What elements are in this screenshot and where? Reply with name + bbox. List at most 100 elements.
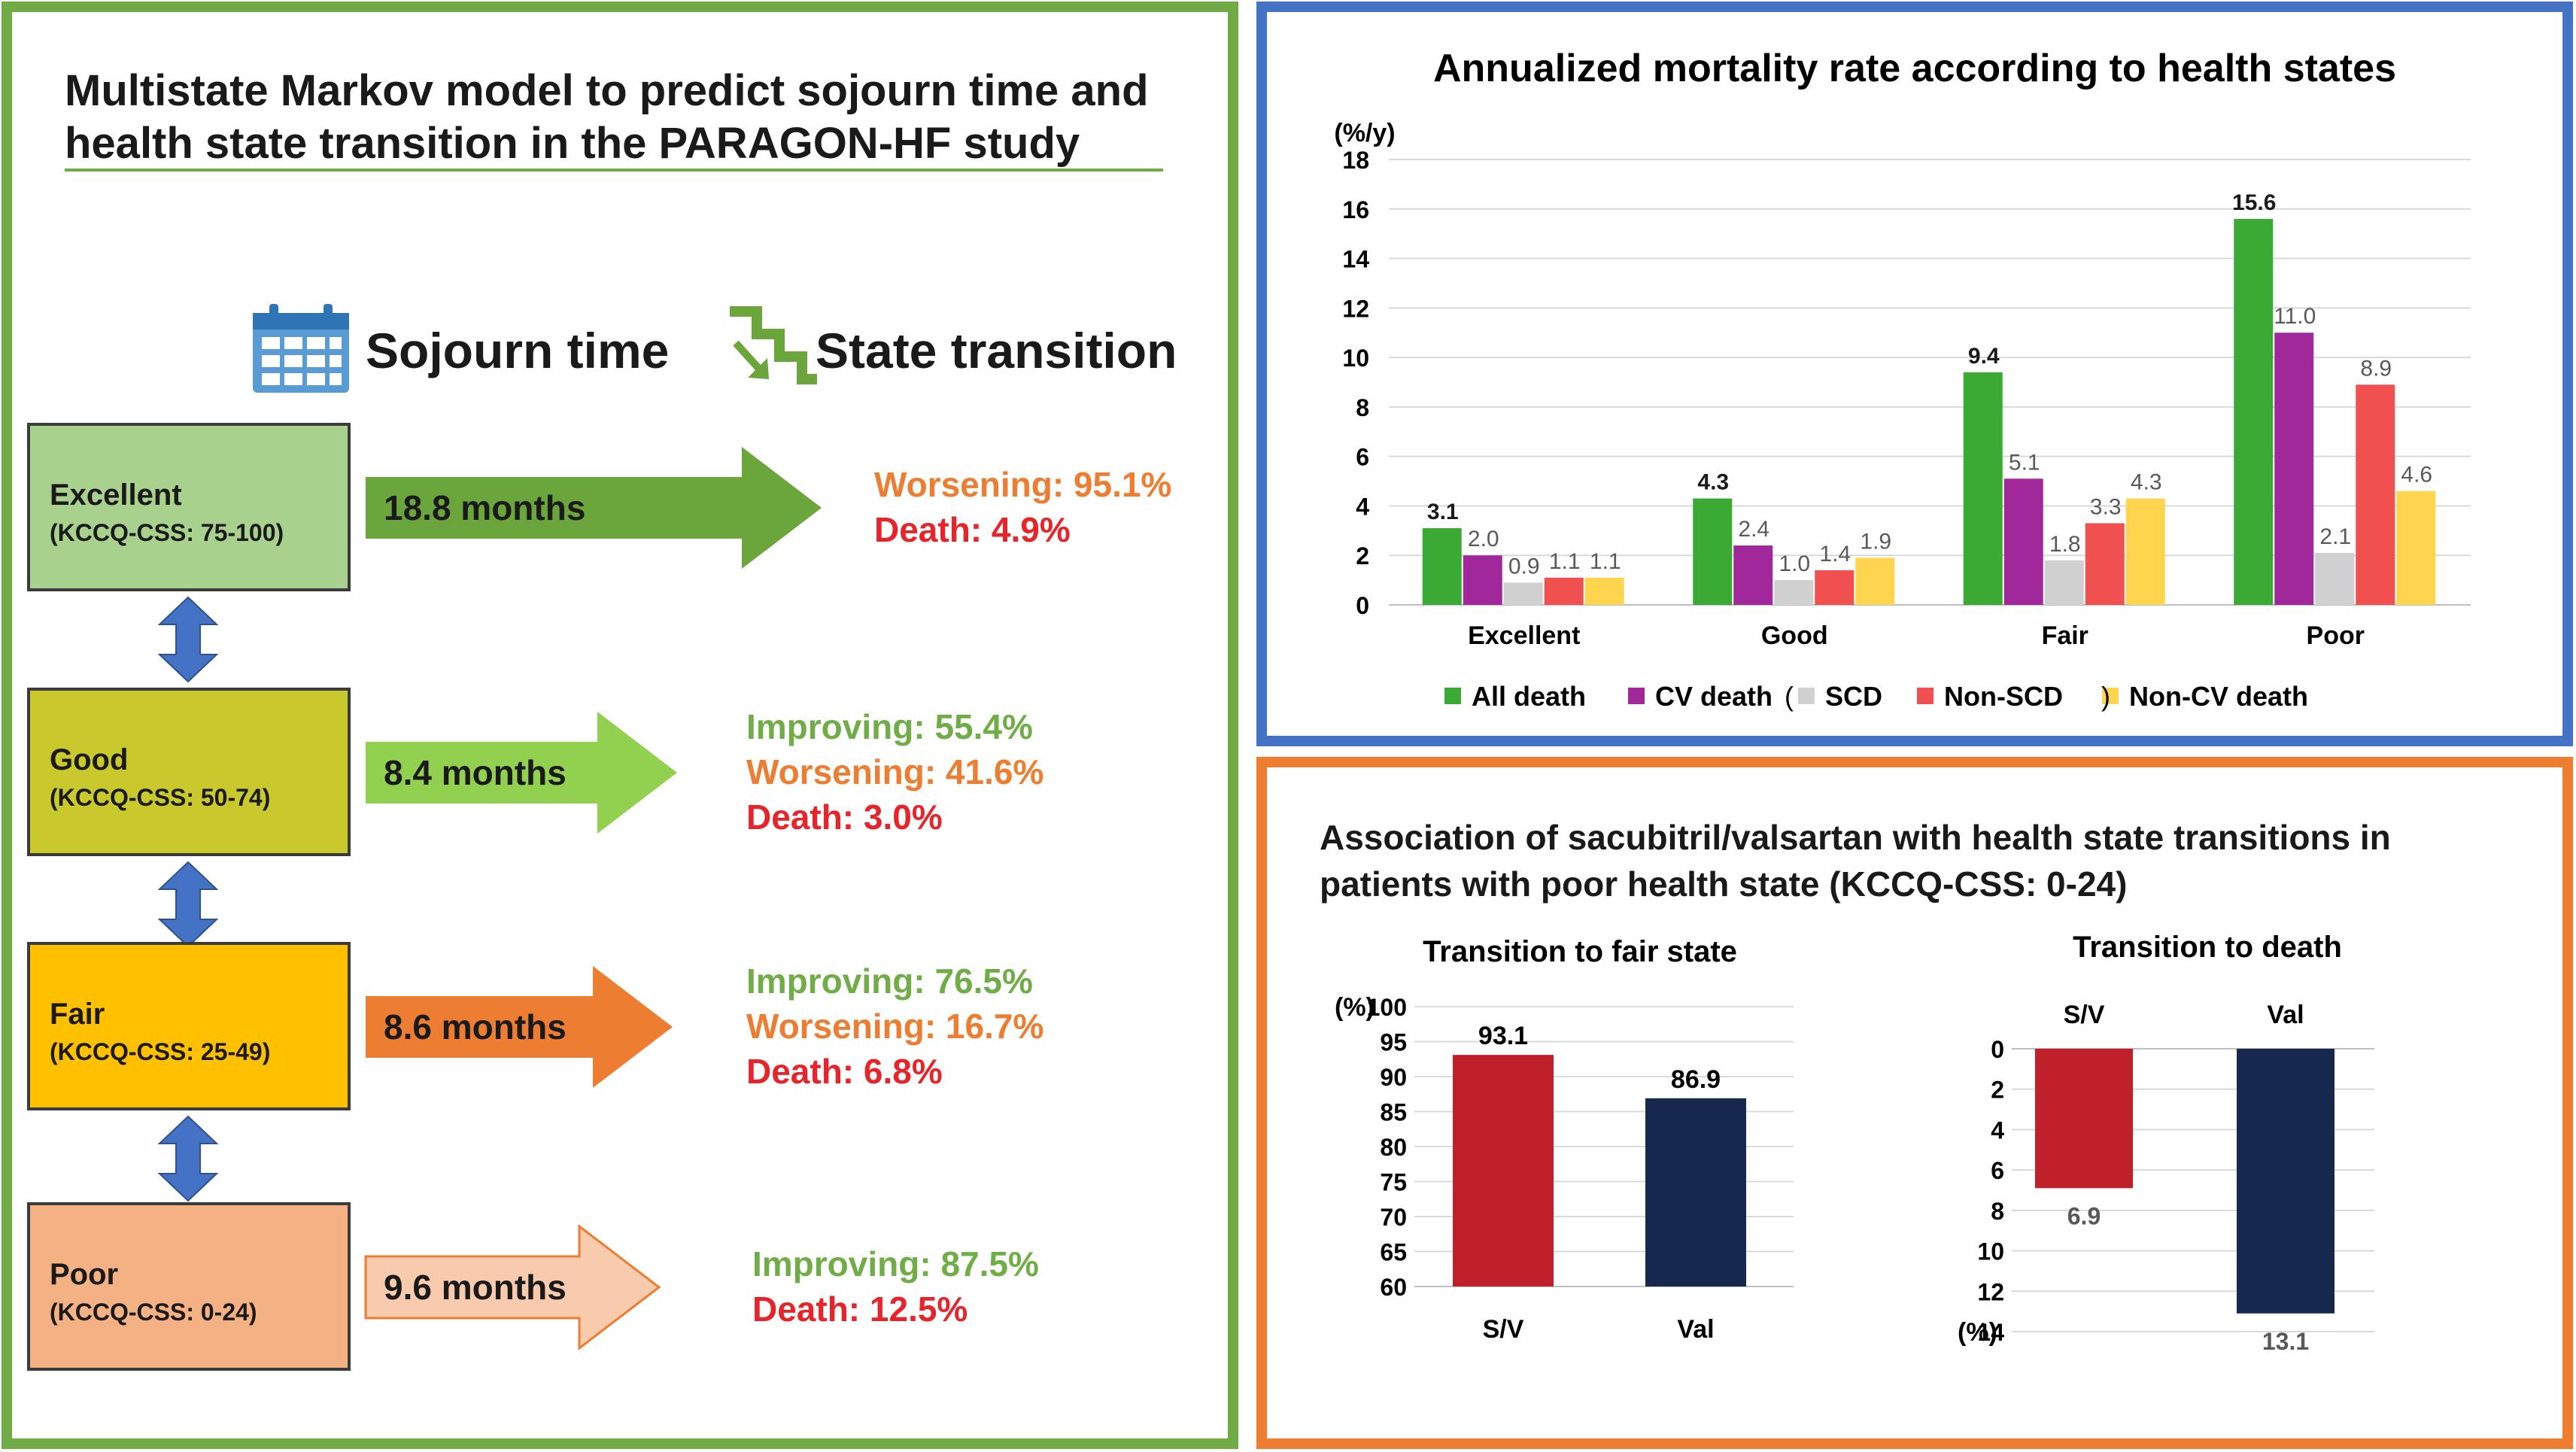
data-label: 2.0 xyxy=(1468,527,1499,551)
state-range: (KCCQ-CSS: 50-74) xyxy=(50,784,271,811)
y-tick-label: 16 xyxy=(1342,196,1369,223)
data-label: 1.1 xyxy=(1590,549,1621,574)
death-transition-chart: Transition to death 0 2 4 6 8 10 12 14(%) S/V 6.9 V… xyxy=(1958,931,2374,1355)
legend-label: Non-SCD xyxy=(1944,681,2063,712)
y-axis-label: (%/y) xyxy=(1334,119,1395,147)
legend-swatch xyxy=(2102,688,2119,704)
sojourn-time-header: Sojourn time xyxy=(366,323,670,378)
y-tick-label: 70 xyxy=(1380,1204,1407,1231)
mortality-chart: Annualized mortality rate according to h… xyxy=(1334,47,2471,712)
bar-cv-death xyxy=(2274,333,2314,605)
association-panel: Association of sacubitril/valsartan with… xyxy=(1256,757,2573,1449)
bar-all-death xyxy=(1422,528,1462,605)
bar-non-cv-death xyxy=(2396,491,2436,605)
y-axis-label: (%) xyxy=(1335,993,1375,1022)
data-label: 0.9 xyxy=(1508,554,1540,579)
bar-val xyxy=(2237,1049,2334,1314)
bar-non-cv-death xyxy=(1855,557,1895,605)
stairs-arrow-icon xyxy=(730,306,817,384)
data-label: 8.9 xyxy=(2360,356,2392,381)
transition-result: Death: 4.9% xyxy=(874,510,1071,549)
bar-non-cv-death xyxy=(2125,498,2165,605)
state-name: Poor xyxy=(50,1258,119,1291)
markov-title-line2: health state transition in the PARAGON-H… xyxy=(65,119,1080,168)
bar-all-death xyxy=(1693,498,1733,605)
state-name: Fair xyxy=(50,998,105,1031)
x-tick-label: Val xyxy=(2267,1001,2304,1029)
bar-sv xyxy=(1453,1055,1554,1286)
sojourn-value: 8.4 months xyxy=(384,753,567,792)
state-transition-header: State transition xyxy=(816,323,1177,378)
bar-scd xyxy=(2044,560,2084,605)
state-box-poor: Poor (KCCQ-CSS: 0-24) xyxy=(27,1202,351,1371)
x-tick-label: Excellent xyxy=(1468,621,1580,650)
y-tick-label: 12 xyxy=(1342,295,1369,322)
y-tick-label: 60 xyxy=(1380,1274,1407,1301)
bar-cv-death xyxy=(1733,545,1773,605)
y-tick-label: 85 xyxy=(1380,1099,1407,1126)
y-tick-label: 95 xyxy=(1380,1029,1407,1056)
y-tick-label: 4 xyxy=(1356,493,1369,520)
state-range: (KCCQ-CSS: 75-100) xyxy=(50,519,284,546)
sojourn-value: 8.6 months xyxy=(384,1007,567,1046)
title-underline xyxy=(65,169,1163,172)
bar-cv-death xyxy=(1463,555,1502,605)
state-box-fair: Fair (KCCQ-CSS: 25-49) xyxy=(27,942,351,1110)
transition-result: Improving: 87.5% xyxy=(752,1244,1039,1283)
data-label: 1.8 xyxy=(2049,532,2081,557)
transition-results: Improving: 55.4% Worsening: 41.6% Death: 3… xyxy=(746,704,1043,840)
data-label: 9.4 xyxy=(1968,344,2000,369)
transition-result: Worsening: 41.6% xyxy=(746,752,1044,791)
state-range: (KCCQ-CSS: 0-24) xyxy=(50,1299,257,1326)
data-label: 11.0 xyxy=(2274,304,2316,329)
bar-sv xyxy=(2035,1049,2133,1189)
data-label: 4.3 xyxy=(2131,470,2162,495)
markov-title-line1: Multistate Markov model to predict sojou… xyxy=(65,66,1149,115)
transition-result: Worsening: 16.7% xyxy=(746,1007,1044,1046)
y-tick-label: 2 xyxy=(1991,1077,2004,1104)
mortality-chart-panel: Annualized mortality rate according to h… xyxy=(1256,2,2573,746)
y-tick-label: 0 xyxy=(1356,592,1369,619)
y-tick-label: 0 xyxy=(1991,1036,2004,1063)
legend-label: All death xyxy=(1472,681,1586,712)
data-label: 13.1 xyxy=(2262,1328,2309,1355)
transition-results: Improving: 76.5% Worsening: 16.7% Death: 6… xyxy=(746,958,1043,1094)
data-label: 2.1 xyxy=(2319,524,2351,549)
transition-result: Death: 6.8% xyxy=(746,1052,943,1091)
data-label: 93.1 xyxy=(1478,1022,1528,1050)
y-tick-label: 2 xyxy=(1356,542,1369,570)
y-tick-label: 4 xyxy=(1991,1116,2004,1144)
markov-title: Multistate Markov model to predict sojou… xyxy=(65,65,1208,170)
legend-paren-close: ) xyxy=(2101,681,2110,712)
x-tick-label: Val xyxy=(1677,1315,1714,1344)
data-label: 6.9 xyxy=(2067,1202,2101,1229)
y-tick-label: 75 xyxy=(1380,1169,1407,1196)
bar-scd xyxy=(1503,582,1543,605)
y-tick-label: 18 xyxy=(1342,147,1369,174)
sojourn-value: 18.8 months xyxy=(384,488,586,527)
data-label: 5.1 xyxy=(2009,450,2040,475)
data-label: 4.3 xyxy=(1697,470,1729,495)
data-label: 2.4 xyxy=(1738,517,1769,542)
state-box-good: Good (KCCQ-CSS: 50-74) xyxy=(27,688,351,856)
data-label: 15.6 xyxy=(2232,190,2276,215)
bar-all-death xyxy=(2234,218,2274,605)
bar-non-scd xyxy=(1544,577,1584,605)
transition-result: Death: 3.0% xyxy=(746,797,943,837)
transition-results: Improving: 87.5% Death: 12.5% xyxy=(752,1241,1039,1332)
legend-swatch xyxy=(1444,688,1461,704)
state-range: (KCCQ-CSS: 25-49) xyxy=(50,1038,271,1065)
state-box-excellent: Excellent (KCCQ-CSS: 75-100) xyxy=(27,423,351,591)
legend-swatch xyxy=(1798,688,1815,704)
y-tick-label: 100 xyxy=(1367,994,1407,1021)
legend-label: SCD xyxy=(1825,681,1882,712)
state-name: Good xyxy=(50,743,129,776)
y-tick-label: 10 xyxy=(1342,345,1369,372)
data-label: 3.1 xyxy=(1427,500,1459,524)
y-tick-label: 14 xyxy=(1977,1319,2004,1346)
data-label: 1.0 xyxy=(1779,551,1810,576)
x-tick-label: S/V xyxy=(2064,1001,2105,1029)
bar-non-cv-death xyxy=(1584,577,1624,605)
transition-results: Worsening: 95.1% Death: 4.9% xyxy=(874,462,1171,552)
y-tick-label: 6 xyxy=(1991,1157,2004,1184)
